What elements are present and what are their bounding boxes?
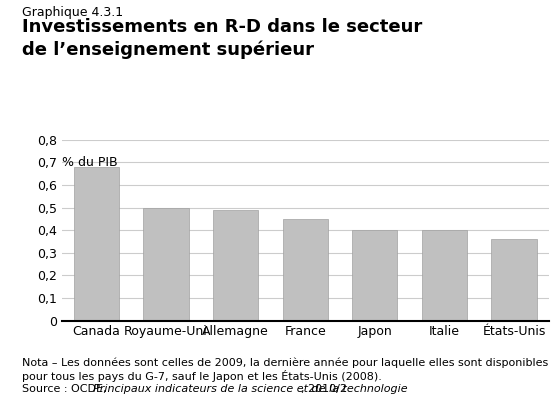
Bar [422, 230, 467, 321]
Text: Source : OCDE,: Source : OCDE, [0, 410, 1, 411]
Text: Graphique 4.3.1: Graphique 4.3.1 [22, 6, 124, 19]
Bar [283, 219, 328, 321]
Text: Principaux indicateurs de la science et de la technologie: Principaux indicateurs de la science et … [93, 384, 408, 394]
Text: Investissements en R-D dans le secteur
de l’enseignement supérieur: Investissements en R-D dans le secteur d… [22, 18, 423, 59]
Bar [74, 167, 119, 321]
Bar [491, 239, 536, 321]
Text: % du PIB: % du PIB [62, 156, 117, 169]
Text: Source : OCDE, Principaux indicateurs de la science et de la technologie, 2010/2: Source : OCDE, Principaux indicateurs de… [0, 410, 1, 411]
Bar [352, 230, 398, 321]
Text: Source : OCDE,: Source : OCDE, [22, 384, 110, 394]
Text: Nota – Les données sont celles de 2009, la dernière année pour laquelle elles so: Nota – Les données sont celles de 2009, … [22, 358, 549, 382]
Text: , 2010/2: , 2010/2 [301, 384, 347, 394]
Bar [213, 210, 258, 321]
Bar [143, 208, 189, 321]
